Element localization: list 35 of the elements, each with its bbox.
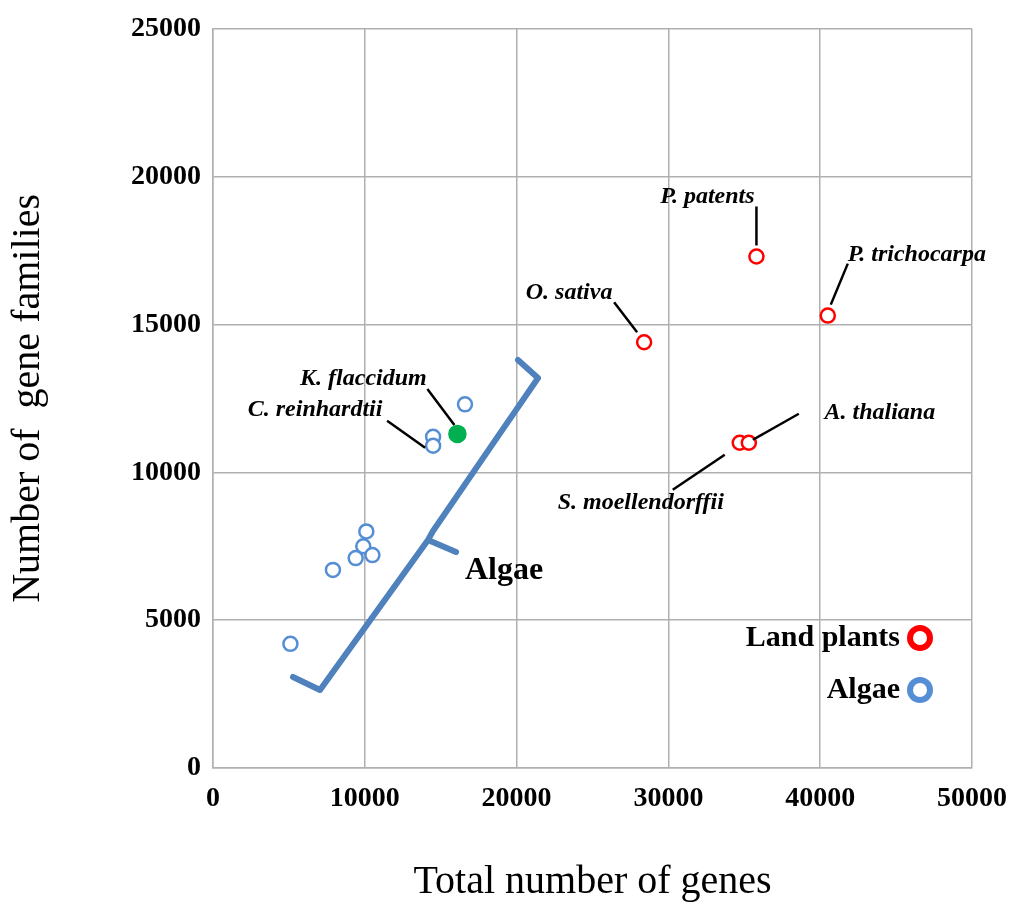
y-axis-title: Number of gene families bbox=[2, 194, 48, 603]
annotation: P. patents bbox=[659, 181, 755, 208]
point bbox=[456, 396, 474, 413]
point bbox=[358, 523, 375, 540]
annotation: Algae bbox=[465, 550, 544, 587]
annotation: P. trichocarpa bbox=[846, 239, 986, 266]
x-axis-title: Total number of genes bbox=[413, 856, 772, 902]
y-tick-label: 20000 bbox=[131, 158, 201, 190]
annotation: K. flaccidum bbox=[299, 364, 427, 391]
x-tick-label: 30000 bbox=[633, 781, 704, 813]
point bbox=[748, 248, 765, 265]
point bbox=[324, 561, 342, 579]
y-tick-label: 0 bbox=[187, 750, 201, 782]
x-tick-label: 20000 bbox=[481, 781, 552, 813]
x-tick-label: 50000 bbox=[937, 781, 1007, 813]
point bbox=[424, 437, 442, 454]
point bbox=[364, 546, 381, 564]
y-tick-label: 25000 bbox=[131, 11, 201, 43]
point bbox=[740, 434, 758, 451]
annotation: S. moellendorffii bbox=[557, 487, 725, 514]
annotation: C. reinhardtii bbox=[247, 394, 383, 421]
point bbox=[635, 333, 653, 351]
y-tick-label: 15000 bbox=[131, 306, 201, 338]
point bbox=[819, 307, 837, 324]
point bbox=[282, 635, 299, 653]
x-tick-label: 40000 bbox=[785, 781, 856, 813]
y-tick-label: 10000 bbox=[131, 454, 201, 486]
y-tick-label: 5000 bbox=[145, 602, 201, 634]
legend-label: Land plants bbox=[745, 618, 900, 652]
annotation: O. sativa bbox=[525, 278, 613, 305]
x-tick-label: 10000 bbox=[329, 781, 400, 813]
annotation: A. thaliana bbox=[822, 397, 936, 424]
point bbox=[347, 549, 364, 567]
point bbox=[448, 424, 467, 444]
legend-label: Algae bbox=[826, 670, 900, 704]
